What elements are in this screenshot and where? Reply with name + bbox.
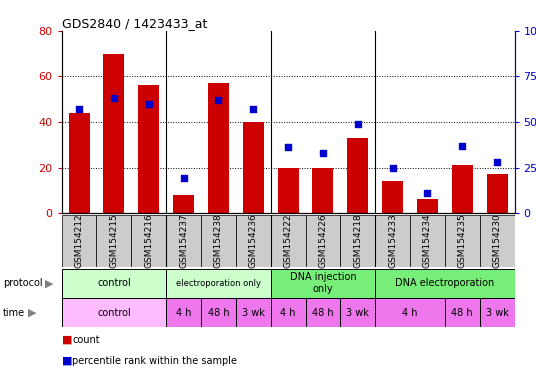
- Bar: [312, 167, 333, 213]
- Text: electroporation only: electroporation only: [176, 279, 261, 288]
- Bar: [62, 269, 166, 298]
- Point: [75, 106, 84, 112]
- Bar: [480, 298, 515, 327]
- Point: [354, 121, 362, 127]
- Bar: [271, 215, 306, 267]
- Text: ■: ■: [62, 335, 72, 345]
- Text: 48 h: 48 h: [312, 308, 334, 318]
- Text: GSM154230: GSM154230: [493, 214, 502, 268]
- Text: 4 h: 4 h: [403, 308, 418, 318]
- Bar: [375, 298, 445, 327]
- Bar: [445, 298, 480, 327]
- Text: GSM154233: GSM154233: [388, 214, 397, 268]
- Text: GSM154212: GSM154212: [75, 214, 84, 268]
- Point: [249, 106, 257, 112]
- Point: [145, 101, 153, 107]
- Bar: [340, 298, 375, 327]
- Bar: [487, 174, 508, 213]
- Point: [318, 150, 327, 156]
- Text: GSM154238: GSM154238: [214, 214, 223, 268]
- Text: ■: ■: [62, 356, 72, 366]
- Bar: [62, 215, 96, 267]
- Bar: [417, 199, 438, 213]
- Point: [214, 97, 223, 103]
- Bar: [103, 53, 124, 213]
- Text: GSM154234: GSM154234: [423, 214, 432, 268]
- Bar: [410, 215, 445, 267]
- Text: 3 wk: 3 wk: [242, 308, 265, 318]
- Text: GSM154237: GSM154237: [179, 214, 188, 268]
- Text: count: count: [72, 335, 100, 345]
- Text: GSM154215: GSM154215: [109, 214, 118, 268]
- Text: ▶: ▶: [28, 308, 37, 318]
- Point: [284, 144, 293, 151]
- Bar: [166, 269, 271, 298]
- Bar: [375, 215, 410, 267]
- Text: 3 wk: 3 wk: [486, 308, 509, 318]
- Point: [179, 175, 188, 182]
- Text: GSM154218: GSM154218: [353, 214, 362, 268]
- Bar: [201, 215, 236, 267]
- Text: 4 h: 4 h: [280, 308, 296, 318]
- Text: 48 h: 48 h: [451, 308, 473, 318]
- Bar: [236, 298, 271, 327]
- Bar: [166, 298, 201, 327]
- Text: control: control: [97, 308, 131, 318]
- Point: [423, 190, 432, 196]
- Text: 4 h: 4 h: [176, 308, 191, 318]
- Bar: [208, 83, 229, 213]
- Text: control: control: [97, 278, 131, 288]
- Text: 48 h: 48 h: [207, 308, 229, 318]
- Text: DNA electroporation: DNA electroporation: [395, 278, 495, 288]
- Bar: [306, 298, 340, 327]
- Text: protocol: protocol: [3, 278, 42, 288]
- Text: GDS2840 / 1423433_at: GDS2840 / 1423433_at: [62, 17, 207, 30]
- Bar: [62, 298, 166, 327]
- Text: GSM154222: GSM154222: [284, 214, 293, 268]
- Text: 3 wk: 3 wk: [346, 308, 369, 318]
- Bar: [138, 86, 159, 213]
- Point: [388, 164, 397, 170]
- Point: [493, 159, 501, 165]
- Bar: [452, 165, 473, 213]
- Text: DNA injection
only: DNA injection only: [289, 272, 356, 294]
- Text: GSM154226: GSM154226: [318, 214, 327, 268]
- Text: time: time: [3, 308, 25, 318]
- Bar: [480, 215, 515, 267]
- Bar: [131, 215, 166, 267]
- Bar: [347, 138, 368, 213]
- Point: [458, 142, 466, 149]
- Bar: [166, 215, 201, 267]
- Bar: [271, 298, 306, 327]
- Text: GSM154236: GSM154236: [249, 214, 258, 268]
- Text: GSM154235: GSM154235: [458, 214, 467, 268]
- Bar: [201, 298, 236, 327]
- Bar: [96, 215, 131, 267]
- Bar: [278, 167, 299, 213]
- Bar: [243, 122, 264, 213]
- Bar: [375, 269, 515, 298]
- Bar: [236, 215, 271, 267]
- Bar: [271, 269, 375, 298]
- Point: [109, 95, 118, 101]
- Bar: [173, 195, 194, 213]
- Bar: [382, 181, 403, 213]
- Bar: [69, 113, 90, 213]
- Text: percentile rank within the sample: percentile rank within the sample: [72, 356, 237, 366]
- Bar: [340, 215, 375, 267]
- Bar: [445, 215, 480, 267]
- Text: GSM154216: GSM154216: [144, 214, 153, 268]
- Text: ▶: ▶: [44, 278, 53, 288]
- Bar: [306, 215, 340, 267]
